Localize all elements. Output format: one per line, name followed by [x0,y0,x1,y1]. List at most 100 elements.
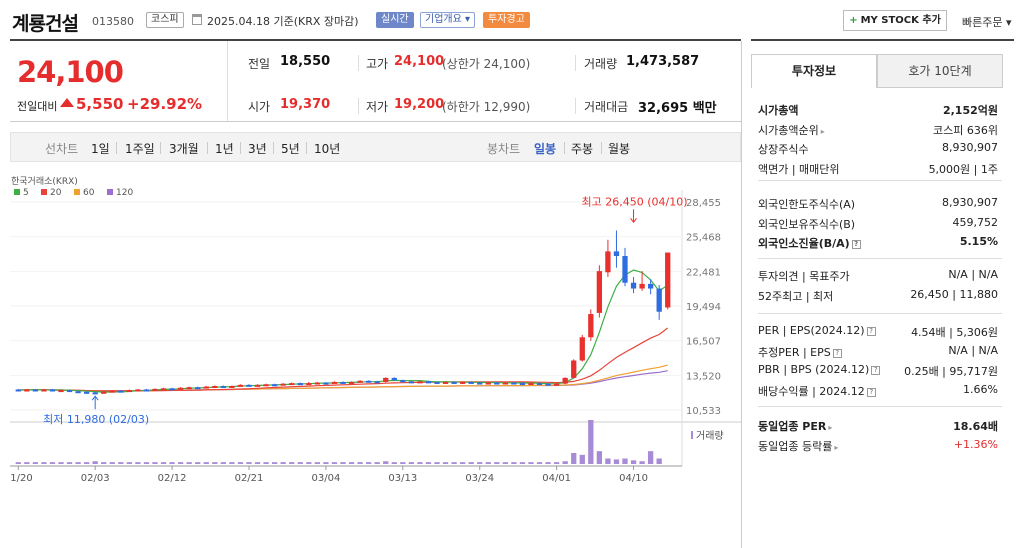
candle-weekly[interactable]: 주봉 [571,142,594,156]
volume-bar [289,462,295,464]
divider [575,55,576,71]
candle-body [365,380,372,383]
volume-bar [357,462,363,464]
volume-bar [135,462,141,464]
period-3m[interactable]: 3개월 [169,142,199,156]
ma-60-line [18,364,668,392]
y-tick-label: 19,494 [686,302,721,313]
info-label: 상장주식수 [758,143,809,156]
plus-icon: + [849,15,858,26]
help-icon[interactable]: ? [851,240,861,249]
info-label: 동일업종 PER ▸ [758,420,833,433]
candle-body [383,377,389,382]
quick-order-dropdown[interactable]: 빠른주문 ▾ [962,16,1012,29]
ma-20-line [18,327,669,392]
candle-body [58,390,64,393]
price-chart[interactable]: 한국거래소(KRX) 5 20 60 120 28,455 25,468 22,481 19… [10,170,741,490]
info-value: N/A | N/A [948,343,998,357]
help-icon[interactable]: ? [832,348,842,358]
candle-body [323,382,329,385]
caret-icon[interactable]: ▸ [828,423,833,432]
section-divider [758,313,1002,314]
info-value: 459,752 [952,215,999,229]
volume-bar [562,461,568,464]
period-5y[interactable]: 5년 [281,142,300,156]
volume-bar [656,458,662,464]
plot-area: 28,455 25,468 22,481 19,494 16,507 13,520 10,5… [10,190,741,484]
candle-body [528,383,534,386]
period-3y[interactable]: 3년 [248,142,267,156]
candle-body [126,390,133,393]
volume-bar [400,462,406,464]
caret-icon[interactable]: ▸ [820,126,825,136]
candle-body [195,387,201,390]
candle-body [83,391,90,394]
add-mystock-button[interactable]: + MY STOCK 추가 [843,10,947,31]
period-1d[interactable]: 1일 [91,142,110,156]
info-label: 시가총액 [758,104,799,117]
divider [273,142,274,154]
candle-body [32,389,39,392]
ma-legend: 5 20 60 120 [14,188,133,198]
caret-icon[interactable]: ▸ [834,442,839,452]
period-1y[interactable]: 1년 [215,142,234,156]
period-1w[interactable]: 1주일 [125,142,155,156]
chart-source-label: 한국거래소(KRX) [11,176,78,187]
info-row: 외국인보유주식수(B) 459,752 [758,214,998,233]
x-tick-label: 03/24 [465,473,494,484]
summary-divider [10,121,741,122]
tab-orderbook[interactable]: 호가 10단계 [877,54,1003,88]
volume-bar [511,462,517,464]
ma-legend-swatch [41,189,47,195]
candle-body [41,389,47,392]
price-change-percent: +29.92% [127,95,203,113]
volume-bar [109,462,115,464]
volume-bar [348,462,355,464]
volume-bar [66,462,73,464]
candle-body [374,381,380,384]
volume-bar [579,454,585,464]
volume-bar [451,462,457,464]
tab-investment-info[interactable]: 투자정보 [751,54,877,88]
current-price-box [10,41,228,121]
candle-body [391,377,397,381]
info-row: 추정PER | EPS? N/A | N/A [758,342,998,361]
section-divider [758,180,1002,181]
period-10y[interactable]: 10년 [314,142,341,156]
line-chart-label[interactable]: 선차트 [45,142,79,156]
investment-warning-badge: 투자경고 [483,12,530,28]
candle-body [656,288,662,312]
y-tick-label: 25,468 [686,233,721,244]
candle-body [494,382,500,385]
y-tick-label: 16,507 [686,337,721,348]
candle-body [400,380,406,383]
ma-legend-swatch [74,189,80,195]
volume-bar [83,462,90,464]
info-label: PBR | BPS (2024.12)? [758,363,881,376]
help-icon[interactable]: ? [866,327,876,336]
info-row: 외국인한도주식수(A) 8,930,907 [758,194,998,213]
volume-bar [246,462,252,464]
help-icon[interactable]: ? [871,366,881,375]
candle-body [613,251,620,257]
volume-bar [468,462,474,464]
open-label: 시가 [248,100,271,114]
divider [306,142,307,154]
company-overview-dropdown[interactable]: 기업개요 ▾ [420,12,475,28]
volume-bar [314,462,321,464]
realtime-button[interactable]: 실시간 [376,12,414,28]
stock-header: 계룡건설 013580 코스피 2025.04.18 기준(KRX 장마감) 실… [0,0,1024,40]
volume-bar [417,462,423,464]
help-icon[interactable]: ? [866,387,876,397]
candle-monthly[interactable]: 월봉 [608,142,631,156]
candle-body [49,389,56,392]
volume-bar [553,462,560,464]
lower-limit: (하한가 12,990) [442,100,531,114]
candle-chart-label[interactable]: 봉차트 [487,142,521,156]
y-tick-label: 10,533 [686,406,721,417]
candle-daily[interactable]: 일봉 [534,142,557,156]
info-row: 시가총액 2,152억원 [758,100,998,119]
volume-bar [374,462,380,464]
volume-bar [494,462,500,464]
candle-body [485,382,491,385]
